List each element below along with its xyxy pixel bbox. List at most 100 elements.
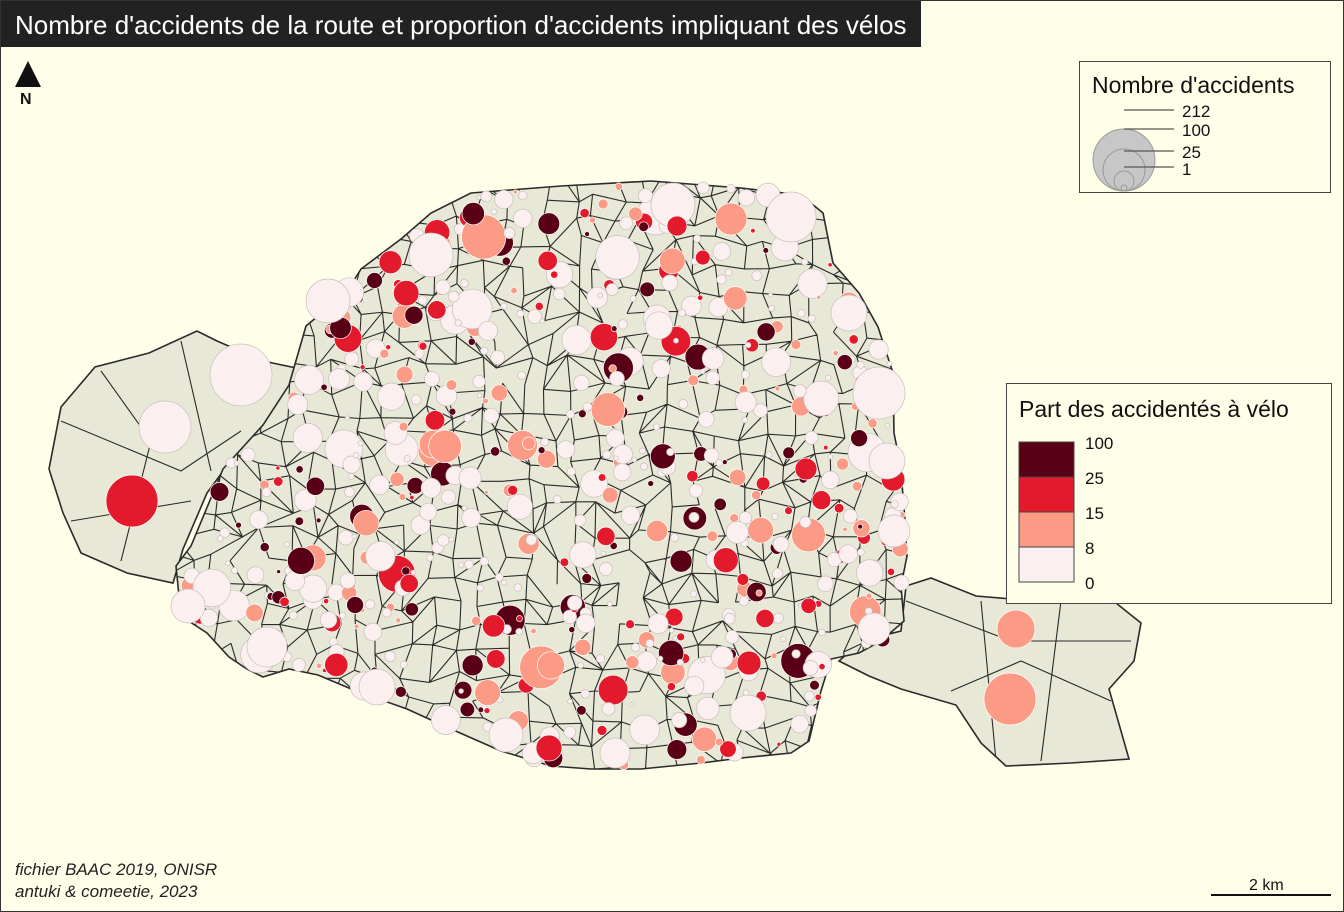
- accident-bubble: [483, 707, 491, 714]
- accident-bubble-large: [736, 650, 762, 676]
- accident-bubble-large: [830, 294, 868, 332]
- accident-bubble: [698, 411, 715, 428]
- accident-bubble: [482, 397, 489, 405]
- color-legend: Part des accidentés à vélo 100 25 15 8 0: [1006, 383, 1332, 604]
- accident-bubble: [404, 305, 424, 325]
- source-credits: fichier BAAC 2019, ONISR antuki & comeet…: [15, 859, 217, 903]
- accident-bubble: [381, 607, 392, 618]
- accident-bubble: [494, 189, 514, 210]
- accident-bubble: [751, 270, 763, 282]
- accident-bubble: [865, 592, 873, 600]
- accident-bubble: [320, 383, 328, 391]
- accident-bubble: [503, 227, 516, 239]
- accident-bubble: [657, 655, 664, 662]
- accident-bubble: [338, 529, 354, 546]
- accident-bubble: [755, 608, 775, 629]
- accident-bubble: [273, 476, 284, 487]
- accident-bubble: [696, 181, 710, 195]
- accident-bubble-large: [729, 694, 767, 732]
- accident-bubble: [315, 517, 322, 524]
- accident-bubble: [461, 202, 485, 226]
- accident-bubble: [695, 249, 711, 266]
- accident-bubble: [579, 208, 590, 219]
- accident-bubble: [842, 526, 848, 533]
- accident-bubble-large: [488, 717, 524, 753]
- accident-bubble: [613, 455, 619, 461]
- accident-bubble: [424, 410, 446, 431]
- accident-bubble: [848, 334, 859, 345]
- accident-bubble: [716, 274, 727, 285]
- size-label-1: 1: [1182, 160, 1191, 179]
- accident-bubble: [678, 399, 689, 410]
- accident-bubble: [797, 268, 828, 299]
- accident-bubble: [484, 489, 489, 495]
- accident-bubble: [765, 451, 773, 459]
- accident-bubble: [706, 530, 719, 542]
- accident-bubble: [427, 300, 447, 320]
- accident-bubble: [287, 394, 309, 416]
- accident-bubble: [586, 286, 609, 309]
- accident-bubble: [426, 553, 434, 562]
- accident-bubble: [536, 651, 566, 680]
- accident-bubble: [595, 235, 640, 280]
- accident-bubble: [738, 595, 749, 607]
- accident-bubble: [507, 484, 519, 496]
- accident-bubble: [609, 370, 625, 387]
- accident-bubble: [353, 372, 373, 392]
- accident-bubble-large: [857, 612, 891, 646]
- accident-bubble: [459, 279, 469, 288]
- accident-bubble: [690, 590, 698, 598]
- accident-bubble: [490, 384, 508, 402]
- accident-bubble: [476, 195, 482, 200]
- accident-bubble: [559, 557, 570, 568]
- accident-bubble: [515, 628, 523, 636]
- accident-bubble: [566, 466, 576, 477]
- accident-bubble: [638, 221, 649, 232]
- accident-bubble: [347, 473, 355, 480]
- accident-bubble: [576, 705, 587, 716]
- accident-bubble: [480, 190, 493, 203]
- accident-bubble-large: [996, 609, 1036, 649]
- accident-bubble: [741, 416, 749, 424]
- accident-bubble: [209, 482, 230, 502]
- accident-bubble: [346, 596, 364, 614]
- accident-bubble: [458, 561, 465, 569]
- accident-bubble: [639, 447, 646, 455]
- accident-bubble: [377, 382, 406, 411]
- accident-bubble: [821, 470, 840, 490]
- accident-bubble: [625, 619, 635, 630]
- accident-bubble: [379, 348, 390, 359]
- accident-bubble: [629, 295, 637, 303]
- accident-bubble: [647, 480, 655, 487]
- accident-bubble: [651, 359, 671, 379]
- north-arrow-icon: [15, 61, 41, 87]
- accident-bubble: [404, 602, 419, 617]
- accident-bubble: [537, 250, 558, 271]
- accident-bubble: [884, 422, 890, 428]
- accident-bubble: [753, 403, 768, 418]
- accident-bubble: [419, 502, 438, 521]
- accident-bubble: [399, 573, 419, 594]
- accident-bubble: [385, 344, 392, 351]
- accident-bubble: [772, 612, 784, 624]
- accident-bubble: [513, 583, 522, 592]
- accident-bubble: [562, 609, 577, 625]
- color-break-100: 100: [1085, 434, 1113, 453]
- accident-bubble: [539, 318, 545, 324]
- accident-bubble: [506, 493, 533, 520]
- accident-bubble: [440, 489, 456, 505]
- color-break-8: 8: [1085, 539, 1094, 558]
- accident-bubble: [771, 512, 779, 520]
- accident-bubble: [589, 323, 618, 352]
- accident-bubble: [597, 473, 607, 482]
- accident-bubble: [855, 559, 884, 587]
- accident-bubble: [483, 407, 500, 424]
- accident-bubble: [467, 337, 476, 346]
- accident-bubble: [576, 613, 596, 633]
- accident-bubble: [816, 294, 822, 300]
- accident-bubble: [890, 500, 899, 509]
- accident-bubble: [676, 658, 684, 666]
- accident-bubble-large: [852, 366, 906, 420]
- accident-bubble: [802, 660, 819, 676]
- accident-bubble: [522, 436, 536, 451]
